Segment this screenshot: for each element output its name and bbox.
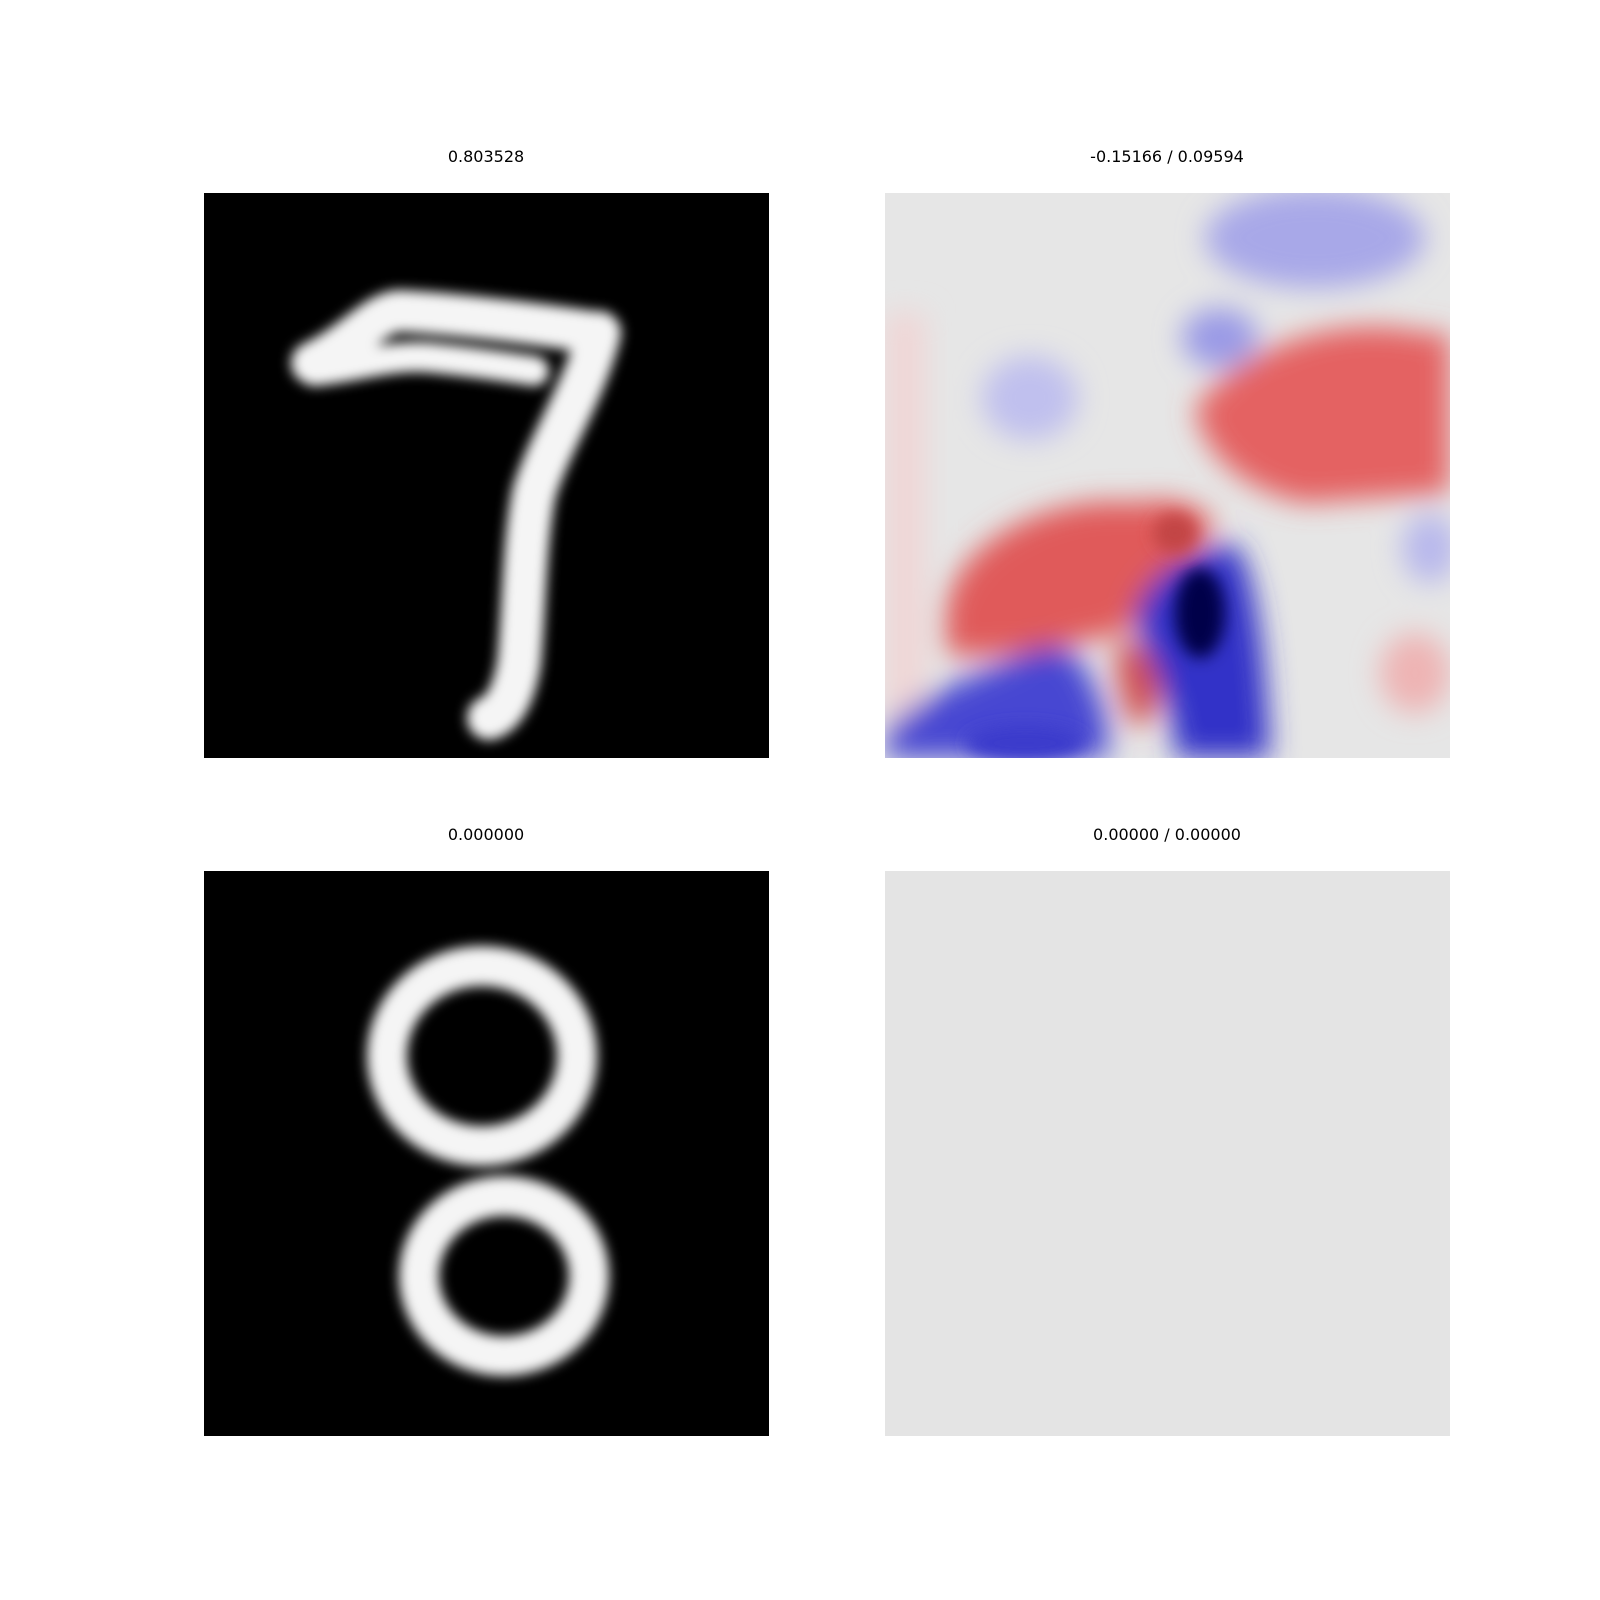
panel-title-top-left: 0.803528 [447,147,525,166]
digit-seven-image [204,193,769,758]
panel-title-bottom-left: 0.000000 [447,825,525,844]
attribution-heatmap [885,193,1450,758]
empty-attribution-map [885,871,1450,1436]
digit-eight-image [204,871,769,1436]
panel-title-bottom-right: 0.00000 / 0.00000 [1093,825,1241,844]
panel-title-top-right: -0.15166 / 0.09594 [1090,147,1244,166]
